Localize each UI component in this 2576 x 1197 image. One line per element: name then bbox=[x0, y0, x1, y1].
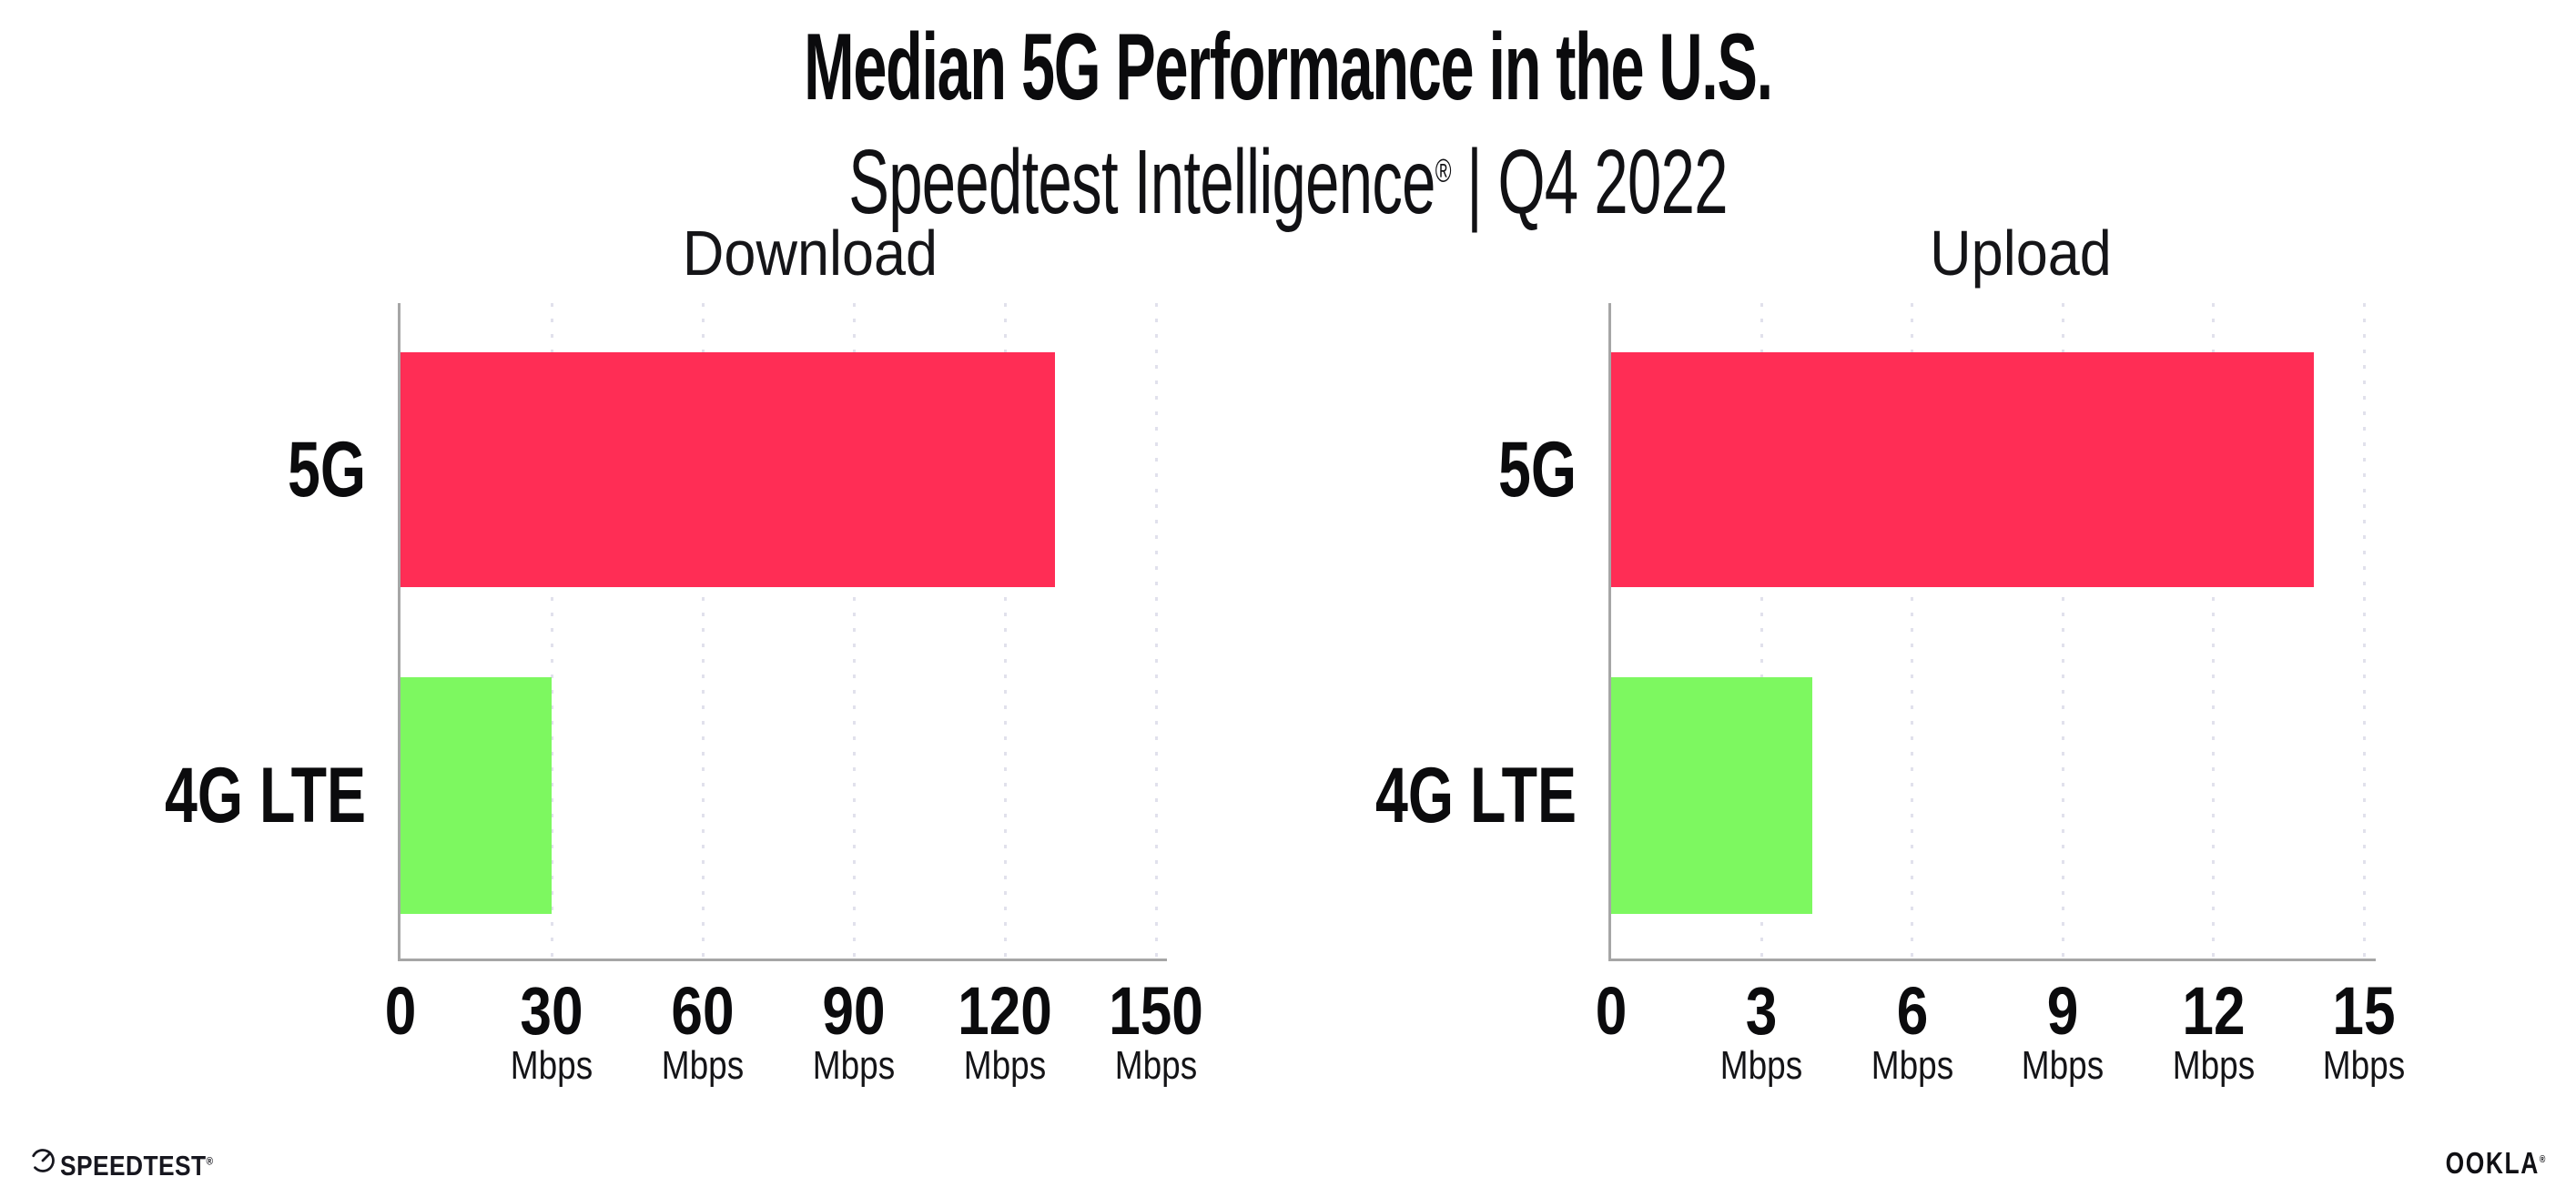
tick-unit-download-30: Mbps bbox=[510, 1043, 593, 1088]
x-axis-upload bbox=[1608, 959, 2376, 961]
chart-title-upload: Upload bbox=[1930, 218, 2112, 289]
tick-unit-download-90: Mbps bbox=[812, 1043, 896, 1088]
page-title: Median 5G Performance in the U.S. bbox=[804, 15, 1773, 120]
tick-label-download-60: 60 bbox=[671, 973, 735, 1049]
chart-title-download: Download bbox=[682, 218, 938, 289]
gridline-download-150 bbox=[1154, 303, 1158, 959]
gridline-download-120 bbox=[1003, 303, 1007, 959]
tick-label-download-150: 150 bbox=[1109, 973, 1203, 1049]
tick-label-download-90: 90 bbox=[822, 973, 886, 1049]
x-axis-download bbox=[398, 959, 1167, 961]
tick-label-upload-15: 15 bbox=[2332, 973, 2396, 1049]
tick-label-upload-12: 12 bbox=[2182, 973, 2246, 1049]
bar-upload-4g-lte bbox=[1611, 677, 1812, 914]
tick-unit-download-120: Mbps bbox=[963, 1043, 1047, 1088]
tick-unit-upload-9: Mbps bbox=[2021, 1043, 2104, 1088]
speedtest-gauge-icon bbox=[29, 1146, 56, 1173]
gridline-upload-15 bbox=[2362, 303, 2366, 959]
gridline-upload-9 bbox=[2061, 303, 2064, 959]
tick-unit-upload-6: Mbps bbox=[1871, 1043, 1953, 1088]
gridline-upload-12 bbox=[2212, 303, 2216, 959]
ookla-wordmark: OOKLA® bbox=[2445, 1146, 2547, 1180]
speedtest-wordmark: SPEEDTEST® bbox=[60, 1150, 214, 1182]
bar-download-5g bbox=[401, 352, 1056, 587]
speedtest-registered-mark: ® bbox=[206, 1154, 214, 1168]
y-axis-download bbox=[398, 303, 401, 961]
tick-label-upload-9: 9 bbox=[2046, 973, 2079, 1049]
gridline-download-60 bbox=[701, 303, 705, 959]
gridline-download-90 bbox=[852, 303, 856, 959]
figure-subtitle: Speedtest Intelligence® | Q4 2022 bbox=[425, 135, 2151, 230]
tick-label-download-120: 120 bbox=[958, 973, 1052, 1049]
gridline-upload-3 bbox=[1760, 303, 1763, 959]
category-label-download-4g-lte: 4G LTE bbox=[164, 751, 366, 839]
registered-mark: ® bbox=[1435, 151, 1452, 189]
tick-unit-upload-12: Mbps bbox=[2172, 1043, 2255, 1088]
bar-upload-5g bbox=[1611, 352, 2314, 587]
tick-label-upload-6: 6 bbox=[1896, 973, 1929, 1049]
tick-unit-upload-15: Mbps bbox=[2322, 1043, 2406, 1088]
tick-label-download-0: 0 bbox=[384, 973, 417, 1049]
subtitle-separator: | bbox=[1466, 131, 1483, 233]
ookla-registered-mark: ® bbox=[2539, 1154, 2547, 1165]
subtitle-brand: Speedtest Intelligence bbox=[848, 131, 1435, 233]
subtitle-period: Q4 2022 bbox=[1497, 131, 1728, 233]
gridline-upload-6 bbox=[1911, 303, 1914, 959]
category-label-download-5g: 5G bbox=[287, 425, 366, 513]
y-axis-upload bbox=[1608, 303, 1611, 961]
tick-label-download-30: 30 bbox=[520, 973, 583, 1049]
bar-download-4g-lte bbox=[401, 677, 552, 914]
tick-unit-download-150: Mbps bbox=[1114, 1043, 1198, 1088]
tick-label-upload-3: 3 bbox=[1746, 973, 1778, 1049]
tick-label-upload-0: 0 bbox=[1595, 973, 1628, 1049]
tick-unit-upload-3: Mbps bbox=[1720, 1043, 1803, 1088]
gridline-download-30 bbox=[550, 303, 553, 959]
tick-unit-download-60: Mbps bbox=[661, 1043, 745, 1088]
category-label-upload-5g: 5G bbox=[1497, 425, 1577, 513]
category-label-upload-4g-lte: 4G LTE bbox=[1374, 751, 1577, 839]
